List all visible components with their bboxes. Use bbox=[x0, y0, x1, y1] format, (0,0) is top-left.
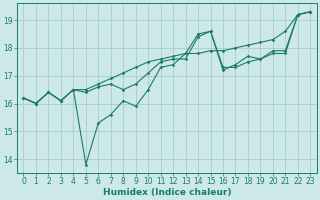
X-axis label: Humidex (Indice chaleur): Humidex (Indice chaleur) bbox=[103, 188, 231, 197]
